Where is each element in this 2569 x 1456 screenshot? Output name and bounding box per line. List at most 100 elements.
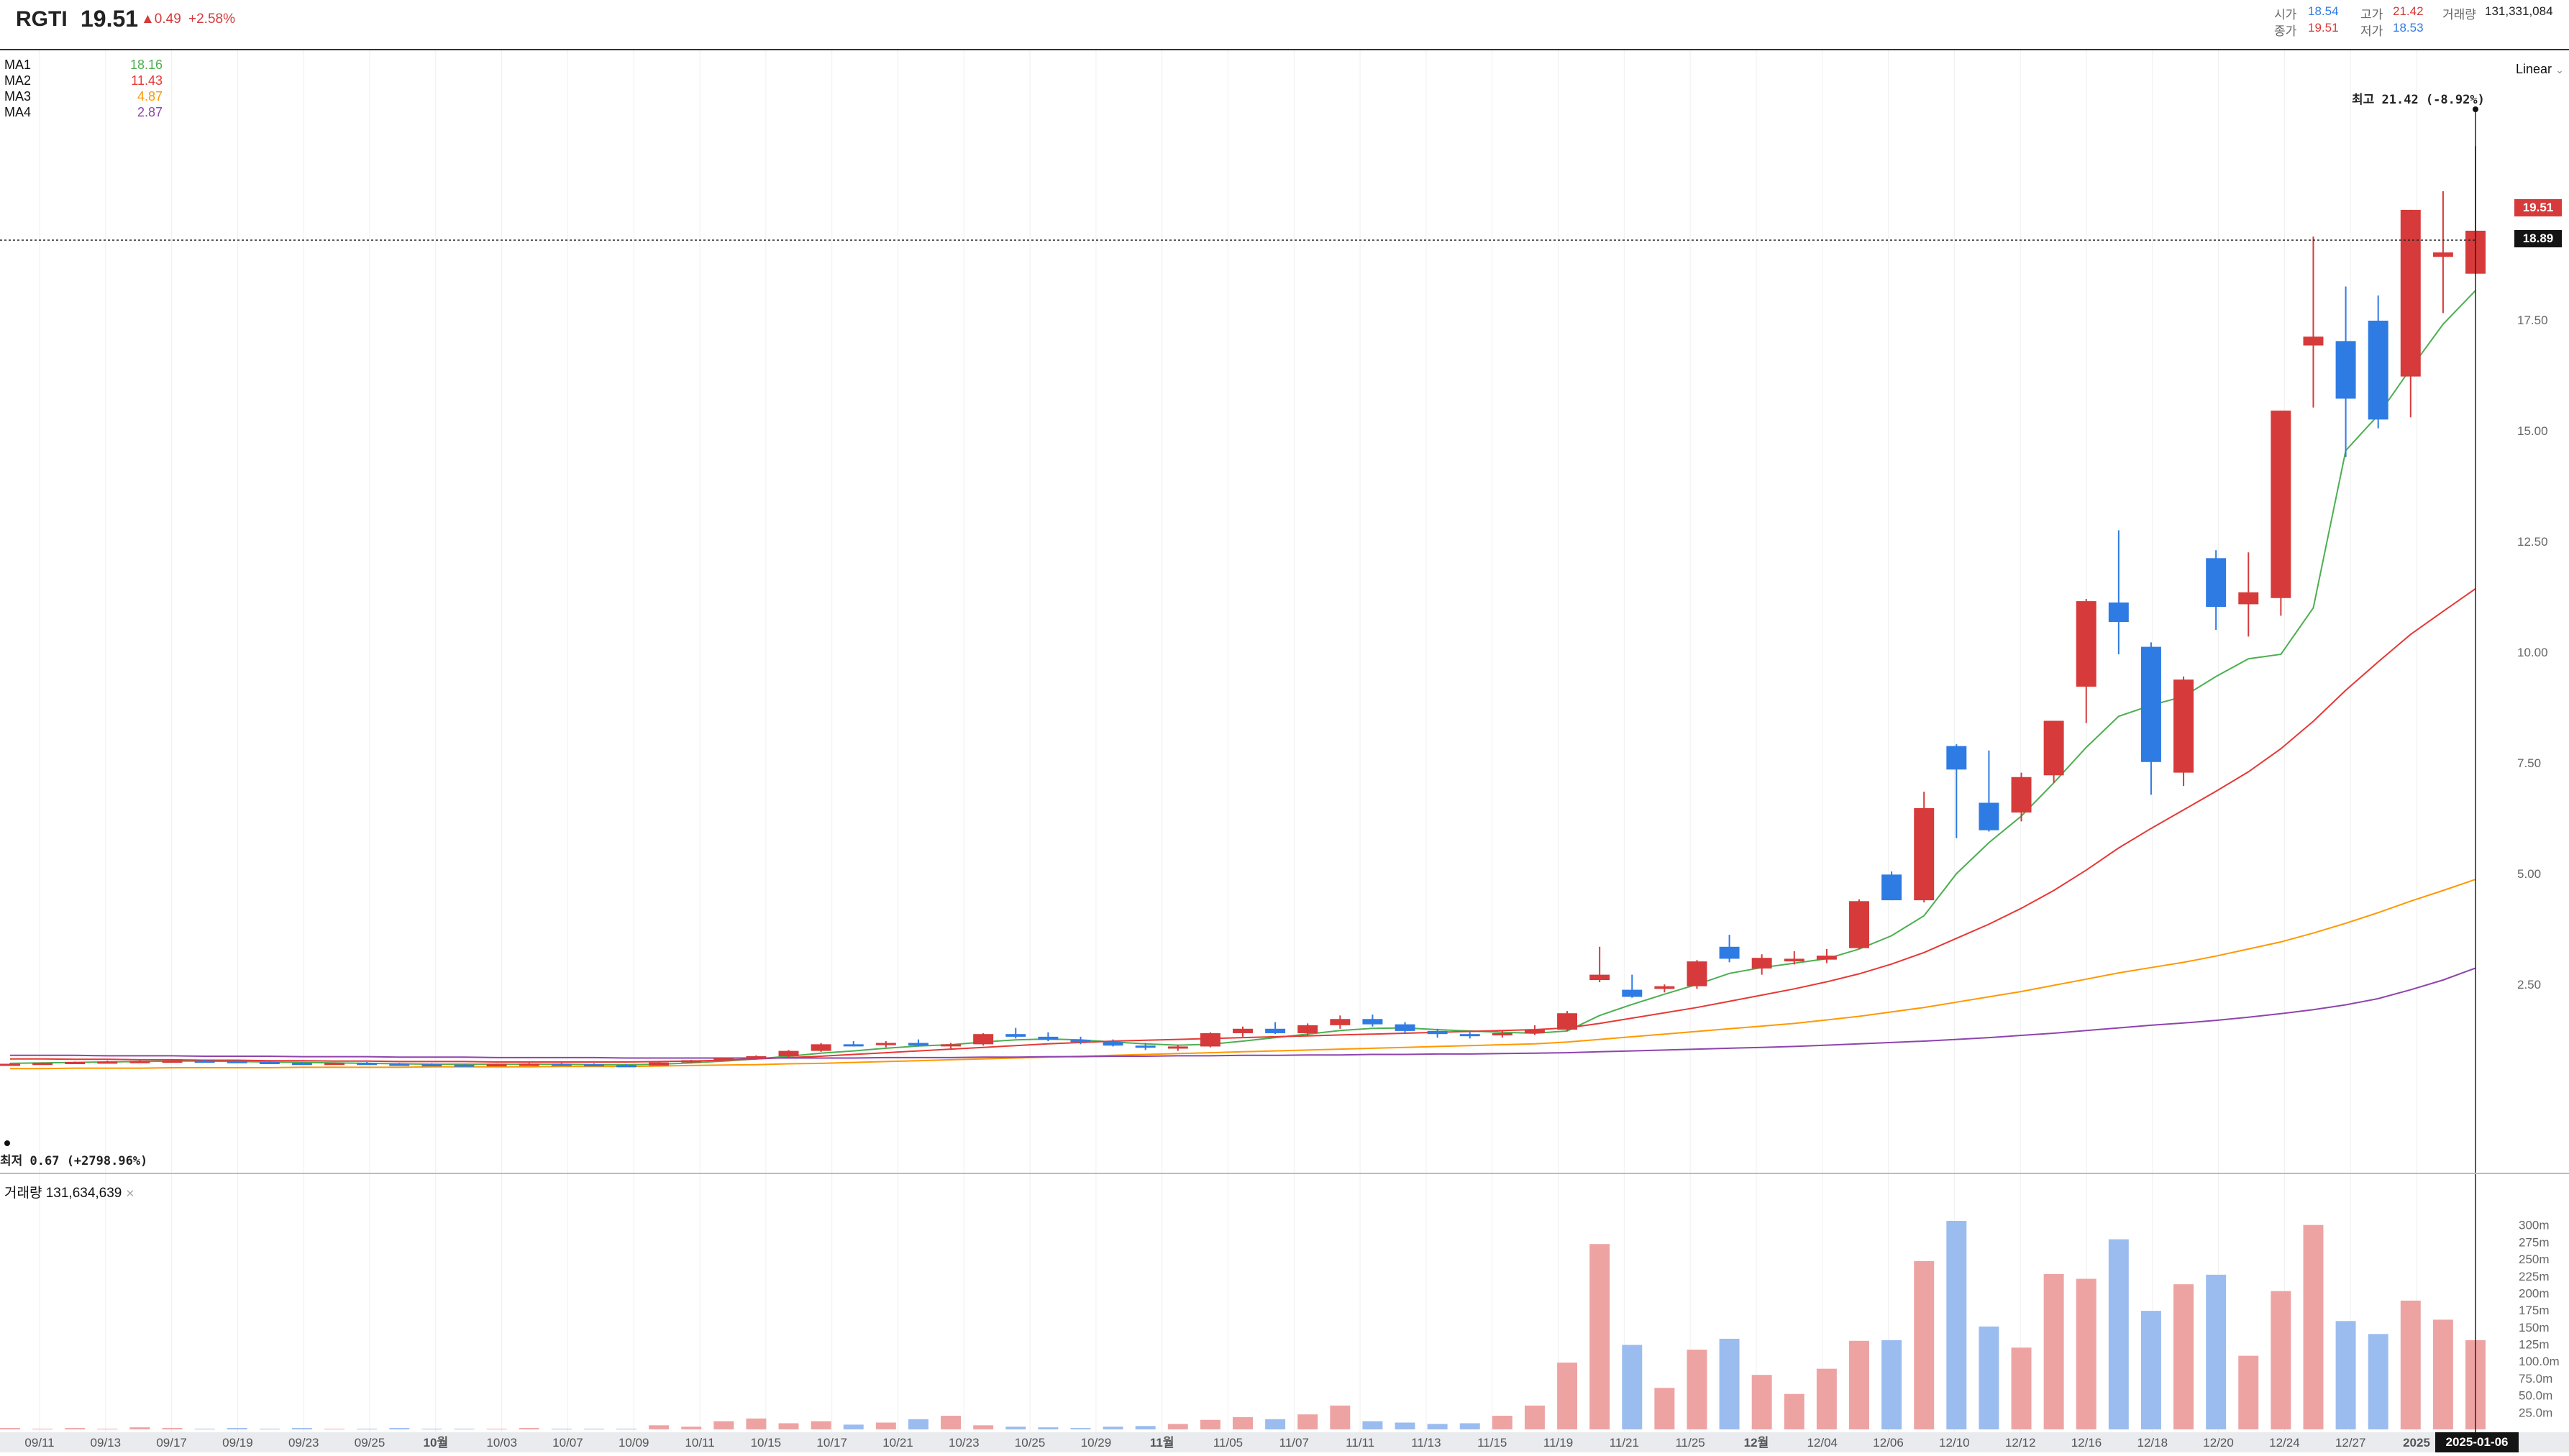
ma2-legend[interactable]: MA2 11.43: [4, 73, 163, 88]
candle: [1524, 1025, 1545, 1035]
candle-body: [291, 1063, 312, 1066]
volume-bar: [1233, 1416, 1253, 1429]
price-change: ▲0.49: [141, 12, 181, 27]
candle-body: [129, 1061, 150, 1063]
volume-bar: [1881, 1340, 1902, 1429]
x-tick-label: 12/10: [1939, 1436, 1970, 1450]
candle-body: [681, 1060, 702, 1063]
volume-bar: [2206, 1274, 2227, 1429]
volume-bar: [1946, 1221, 1967, 1429]
candle: [1914, 792, 1935, 903]
x-tick-label: 12/16: [2071, 1436, 2102, 1450]
volume-tick-label: 175m: [2519, 1304, 2550, 1317]
x-tick-label: 10월: [424, 1436, 449, 1450]
low-value: 18.53: [2393, 21, 2424, 35]
volume-bar: [649, 1425, 670, 1429]
volume-bar: [1395, 1422, 1415, 1429]
candle-body: [1070, 1040, 1091, 1043]
volume-bar: [2108, 1239, 2129, 1429]
ma1-legend[interactable]: MA1 18.16: [4, 58, 163, 73]
candle: [843, 1041, 864, 1047]
volume-bar: [1914, 1260, 1935, 1429]
y-tick-label: 5.00: [2517, 867, 2541, 881]
candle: [2206, 550, 2227, 631]
candle: [1751, 954, 1772, 975]
candle-body: [454, 1064, 475, 1067]
candle-body: [616, 1065, 636, 1068]
candle-body: [389, 1063, 410, 1066]
volume-bar: [65, 1428, 86, 1429]
x-tick-label: 12/12: [2005, 1436, 2036, 1450]
x-tick-label: 12/04: [1807, 1436, 1838, 1450]
x-tick-label: 12/20: [2203, 1436, 2234, 1450]
crosshair-price-tag: 18.89: [2514, 230, 2562, 247]
x-tick-label: 10/29: [1081, 1436, 1112, 1450]
candle: [778, 1050, 799, 1058]
volume-bar: [1459, 1423, 1480, 1429]
candle-body: [194, 1061, 215, 1063]
candle: [1459, 1032, 1480, 1039]
volume-header: 거래량 131,634,639 ✕: [4, 1182, 134, 1201]
volume-bar: [162, 1428, 183, 1429]
candle-body: [1233, 1028, 1253, 1033]
ma3-legend[interactable]: MA3 4.87: [4, 89, 163, 104]
ma1-value: 18.16: [129, 58, 163, 72]
volume-bar: [843, 1424, 864, 1429]
candle: [2238, 552, 2259, 637]
candle: [1265, 1022, 1286, 1035]
candle-body: [2368, 320, 2388, 420]
candle: [324, 1062, 345, 1066]
ma4-legend[interactable]: MA4 2.87: [4, 105, 163, 120]
candle: [421, 1063, 442, 1067]
volume-bar: [681, 1427, 702, 1429]
volume-bar: [1103, 1427, 1123, 1429]
volume-bar: [0, 1428, 20, 1429]
x-tick-label: 12/18: [2137, 1436, 2168, 1450]
candle: [1654, 984, 1675, 993]
x-tick-label: 10/09: [619, 1436, 649, 1450]
candle: [2043, 720, 2064, 783]
candle-body: [0, 1063, 20, 1066]
scale-mode-dropdown[interactable]: Linear ⌄: [2516, 62, 2564, 77]
crosshair-date-tag: 2025-01-06: [2435, 1432, 2519, 1452]
volume-bar: [1784, 1393, 1804, 1429]
x-tick-label: 11/11: [1346, 1436, 1374, 1450]
volume-bar: [1687, 1350, 1707, 1429]
volume-bar: [1362, 1421, 1383, 1429]
candle-body: [1297, 1025, 1318, 1033]
candle: [2173, 676, 2194, 787]
x-tick-label: 10/25: [1015, 1436, 1046, 1450]
last-price: 19.51: [81, 6, 139, 32]
x-tick-label: 11/05: [1213, 1436, 1243, 1450]
candle: [1719, 935, 1740, 963]
candle: [1167, 1044, 1188, 1051]
candle: [908, 1039, 928, 1047]
ma4-name: MA4: [4, 105, 32, 119]
candle: [2108, 530, 2129, 655]
ma-line-ma4: [10, 967, 2476, 1059]
current-price-tag: 19.51: [2514, 199, 2562, 216]
candle: [1038, 1032, 1059, 1042]
volume-bar: [519, 1428, 539, 1429]
x-tick-label: 12/27: [2335, 1436, 2366, 1450]
x-tick-label: 10/15: [751, 1436, 782, 1450]
volume-bar: [713, 1421, 734, 1429]
candle: [875, 1041, 896, 1048]
volume-bar: [811, 1421, 831, 1429]
candle: [1849, 899, 1869, 949]
x-tick-label: 11/25: [1675, 1436, 1705, 1450]
candle: [2432, 191, 2453, 313]
candle-body: [486, 1064, 507, 1067]
volume-bar: [1557, 1363, 1578, 1429]
volume-bar: [291, 1428, 312, 1429]
x-tick-label: 11/21: [1610, 1436, 1639, 1450]
ticker-symbol[interactable]: RGTI: [16, 7, 68, 31]
candle: [1330, 1015, 1351, 1029]
close-icon[interactable]: ✕: [125, 1188, 135, 1200]
candle: [1784, 951, 1804, 965]
candle: [2140, 642, 2161, 795]
candle-body: [519, 1063, 539, 1066]
x-tick-label: 12/06: [1873, 1436, 1904, 1450]
